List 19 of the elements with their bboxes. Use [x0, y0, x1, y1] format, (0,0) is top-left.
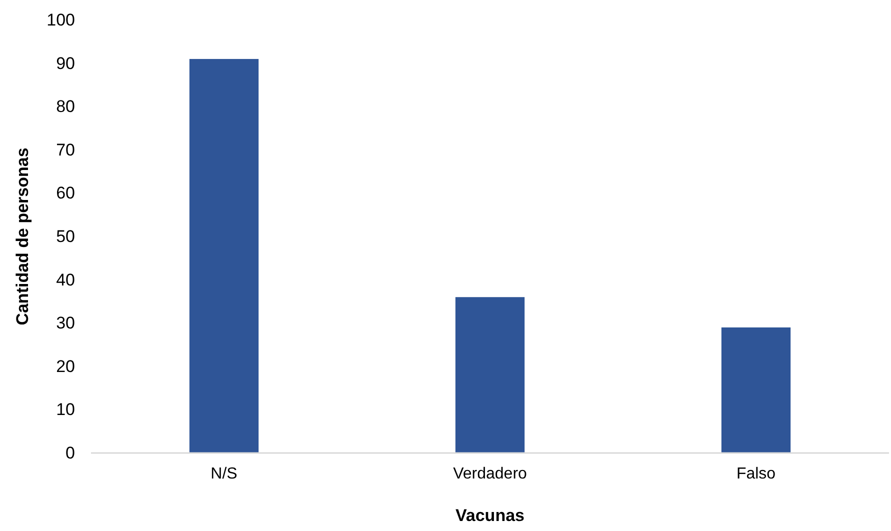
- y-tick-label: 0: [66, 443, 75, 462]
- x-tick-label: Falso: [736, 465, 776, 482]
- y-tick-label: 10: [56, 400, 75, 420]
- y-tick-label: 100: [46, 10, 75, 30]
- x-tick-label: Verdadero: [453, 465, 528, 482]
- bar: [189, 58, 259, 453]
- y-tick-label: 20: [56, 356, 75, 376]
- y-tick-label: 30: [56, 314, 75, 333]
- y-tick-label: 50: [56, 226, 75, 246]
- y-tick-label: 60: [56, 184, 75, 203]
- y-tick-label: 80: [56, 97, 75, 116]
- x-tick-label: N/S: [210, 465, 238, 482]
- y-tick-label: 70: [56, 140, 75, 160]
- y-tick-label: 90: [56, 54, 75, 73]
- bar: [721, 327, 791, 453]
- bar: [455, 297, 525, 453]
- y-axis-title: Cantidad de personas: [13, 148, 32, 326]
- y-tick-label: 40: [56, 270, 75, 290]
- x-axis-title: Vacunas: [456, 506, 524, 525]
